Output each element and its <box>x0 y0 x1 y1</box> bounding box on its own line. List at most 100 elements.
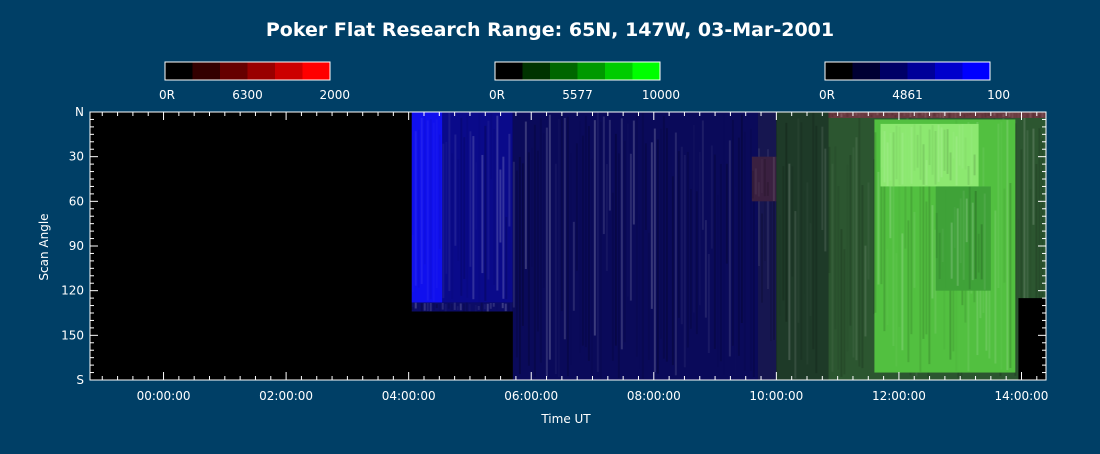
region-streak <box>891 112 894 116</box>
region-streak <box>788 163 791 361</box>
region-streak <box>885 112 888 116</box>
region-streak <box>912 112 915 116</box>
region-streak <box>735 187 737 377</box>
region-streak <box>662 116 665 359</box>
region-streak <box>803 190 805 295</box>
region-streak <box>797 118 799 322</box>
region-streak <box>950 222 953 279</box>
region-streak <box>650 142 653 309</box>
y-tick-label: N <box>75 105 84 119</box>
region-streak <box>908 135 910 178</box>
region-streak <box>507 302 510 312</box>
region-streak <box>489 302 492 309</box>
region-streak <box>552 137 554 218</box>
region-streak <box>454 134 457 246</box>
region-streak <box>1002 114 1005 117</box>
x-axis-label: Time UT <box>540 412 591 426</box>
region-streak <box>587 126 590 361</box>
emission-region <box>442 112 513 303</box>
region-streak <box>886 249 888 325</box>
region-streak <box>993 113 996 116</box>
region-streak <box>1017 112 1020 118</box>
region-streak <box>901 233 904 351</box>
region-streak <box>980 224 983 280</box>
region-streak <box>800 122 803 360</box>
region-streak <box>420 303 423 312</box>
region-streak <box>961 123 964 169</box>
region-streak <box>710 145 713 249</box>
region-streak <box>531 147 533 266</box>
region-streak <box>987 214 989 254</box>
region-streak <box>719 163 722 362</box>
x-tick-label: 00:00:00 <box>137 389 191 403</box>
region-fill <box>411 112 443 303</box>
region-streak <box>465 302 468 312</box>
region-streak <box>858 113 860 118</box>
region-streak <box>512 161 515 308</box>
region-streak <box>472 303 474 306</box>
region-streak <box>563 117 566 340</box>
region-streak <box>1038 115 1041 118</box>
region-streak <box>766 149 769 290</box>
region-streak <box>779 214 781 316</box>
region-streak <box>704 220 707 318</box>
region-streak <box>889 158 892 239</box>
region-streak <box>915 112 918 118</box>
region-streak <box>997 123 1000 289</box>
emission-region <box>411 302 513 312</box>
region-streak <box>677 151 680 318</box>
region-streak <box>611 192 614 361</box>
region-streak <box>809 223 811 316</box>
region-streak <box>761 159 763 193</box>
region-streak <box>831 163 834 372</box>
region-streak <box>955 136 958 186</box>
region-streak <box>928 129 931 166</box>
region-fill <box>935 186 991 291</box>
region-streak <box>602 116 605 235</box>
region-streak <box>886 142 889 187</box>
region-streak <box>447 303 450 309</box>
region-streak <box>889 132 892 181</box>
region-streak <box>445 142 447 274</box>
x-tick-label: 04:00:00 <box>382 389 436 403</box>
region-streak <box>457 159 460 261</box>
region-streak <box>855 137 858 361</box>
colorbar-step <box>605 62 633 80</box>
region-streak <box>918 112 921 116</box>
region-streak <box>599 121 602 379</box>
region-streak <box>639 214 641 370</box>
region-streak <box>632 120 635 225</box>
region-streak <box>515 170 518 358</box>
region-streak <box>707 253 710 354</box>
region-streak <box>484 125 487 301</box>
emission-region <box>90 112 412 380</box>
region-streak <box>943 129 946 171</box>
region-streak <box>536 150 539 332</box>
region-streak <box>1035 163 1038 369</box>
region-streak <box>1032 128 1035 225</box>
region-streak <box>983 193 986 290</box>
emission-region <box>880 123 979 187</box>
region-streak <box>916 134 919 168</box>
region-streak <box>873 113 875 118</box>
region-streak <box>469 304 471 311</box>
region-streak <box>438 304 441 312</box>
region-streak <box>899 127 901 185</box>
x-tick-label: 06:00:00 <box>504 389 558 403</box>
region-streak <box>910 139 913 335</box>
region-streak <box>751 170 754 199</box>
region-streak <box>423 114 426 265</box>
region-streak <box>456 306 459 311</box>
region-streak <box>504 303 507 312</box>
region-streak <box>451 153 453 299</box>
colorbar-step <box>577 62 606 80</box>
region-streak <box>432 303 435 311</box>
region-streak <box>930 112 933 118</box>
region-streak <box>996 113 999 118</box>
region-streak <box>505 216 508 300</box>
region-streak <box>545 127 548 377</box>
region-streak <box>905 129 907 185</box>
colorbar-step <box>275 62 303 80</box>
region-streak <box>426 120 429 301</box>
region-streak <box>496 304 498 310</box>
